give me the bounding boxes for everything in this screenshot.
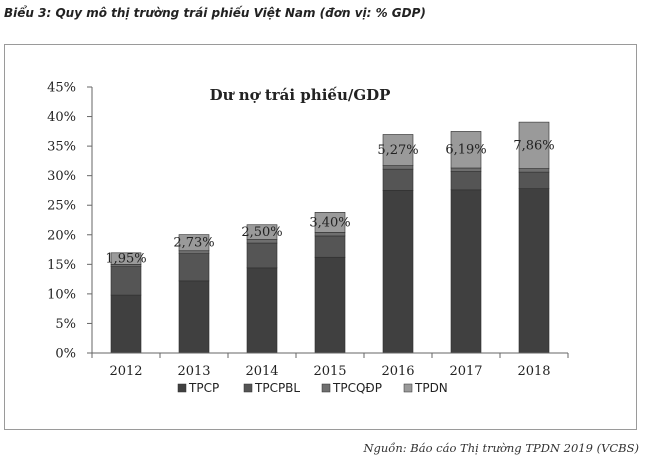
bar-segment-tpcp-2013 bbox=[178, 280, 210, 354]
legend-label: TPCP bbox=[188, 381, 219, 395]
legend-label: TPDN bbox=[414, 381, 448, 395]
data-label: 3,40% bbox=[309, 215, 350, 230]
bar-segment-tpdn-2017 bbox=[450, 131, 482, 169]
y-tick-label: 0% bbox=[55, 347, 76, 362]
bar-segment-tpcqđp-2015 bbox=[314, 232, 346, 237]
bar-segment-tpdn-2018 bbox=[518, 121, 550, 169]
data-label: 2,50% bbox=[241, 225, 282, 240]
bar-segment-tpcqđp-2016 bbox=[382, 165, 414, 170]
y-tick-label: 35% bbox=[47, 140, 76, 155]
x-tick-label: 2016 bbox=[381, 364, 414, 379]
bar-segment-tpdn-2013 bbox=[178, 234, 210, 252]
bar-segment-tpcqđp-2013 bbox=[178, 250, 210, 254]
bar-segment-tpdn-2014 bbox=[246, 224, 278, 240]
bar-segment-tpcp-2018 bbox=[518, 188, 550, 354]
x-axis: 2012 2013 2014 2015 2016 2017 2018 bbox=[91, 352, 569, 379]
bar-segment-tpdn-2015 bbox=[314, 212, 346, 233]
x-tick-label: 2014 bbox=[245, 364, 278, 379]
legend-swatch-tpdn bbox=[403, 383, 413, 393]
x-tick-label: 2012 bbox=[109, 364, 142, 379]
bar-segment-tpcp-2017 bbox=[450, 189, 482, 354]
chart-title: Dư nợ trái phiếu/GDP bbox=[210, 86, 391, 104]
bar-segment-tpcpbl-2014 bbox=[246, 242, 278, 269]
legend-swatch-tpcpbl bbox=[243, 383, 253, 393]
x-tick-label: 2013 bbox=[177, 364, 210, 379]
bar-segment-tpcpbl-2017 bbox=[450, 171, 482, 191]
y-tick-label: 10% bbox=[47, 287, 76, 302]
data-label: 6,19% bbox=[445, 143, 486, 158]
source-note: Nguồn: Báo cáo Thị trường TPDN 2019 (VCB… bbox=[363, 441, 639, 455]
x-tick-label: 2018 bbox=[517, 364, 550, 379]
x-tick-label: 2015 bbox=[313, 364, 346, 379]
bars bbox=[110, 121, 550, 354]
data-label: 7,86% bbox=[513, 138, 554, 153]
legend-label: TPCQĐP bbox=[332, 381, 382, 395]
data-label: 2,73% bbox=[173, 236, 214, 251]
bar-segment-tpcp-2014 bbox=[246, 267, 278, 354]
bar-segment-tpdn-2012 bbox=[110, 252, 142, 265]
legend-label: TPCPBL bbox=[254, 381, 300, 395]
legend: TPCP TPCPBL TPCQĐP TPDN bbox=[177, 381, 448, 395]
bar-segment-tpcpbl-2012 bbox=[110, 266, 142, 296]
bar-segment-tpcp-2015 bbox=[314, 256, 346, 354]
bar-segment-tpcpbl-2015 bbox=[314, 235, 346, 258]
y-tick-label: 40% bbox=[47, 110, 76, 125]
y-tick-label: 30% bbox=[47, 169, 76, 184]
data-label: 5,27% bbox=[377, 143, 418, 158]
legend-swatch-tpcp bbox=[177, 383, 187, 393]
bar-segment-tpcqđp-2017 bbox=[450, 167, 482, 172]
bar-segment-tpcqđp-2018 bbox=[518, 168, 550, 173]
data-labels: 1,95% 2,73% 2,50% 3,40% 5,27% 6,19% 7,86% bbox=[105, 138, 554, 266]
bar-segment-tpcp-2016 bbox=[382, 190, 414, 354]
y-tick-label: 45% bbox=[47, 81, 76, 96]
figure-caption: Biểu 3: Quy mô thị trường trái phiếu Việ… bbox=[4, 6, 426, 20]
data-label: 1,95% bbox=[105, 252, 146, 267]
bar-segment-tpcpbl-2018 bbox=[518, 171, 550, 189]
bar-segment-tpcp-2012 bbox=[110, 294, 142, 354]
bar-segment-tpcpbl-2016 bbox=[382, 168, 414, 191]
y-tick-label: 5% bbox=[55, 317, 76, 332]
y-tick-label: 25% bbox=[47, 199, 76, 214]
legend-swatch-tpcqđp bbox=[321, 383, 331, 393]
y-axis: 0% 5% 10% 15% 20% 25% 30% 35% 40% 45% bbox=[47, 81, 93, 362]
y-tick-label: 15% bbox=[47, 258, 76, 273]
bar-segment-tpdn-2016 bbox=[382, 134, 414, 166]
bar-segment-tpcpbl-2013 bbox=[178, 253, 210, 282]
x-tick-label: 2017 bbox=[449, 364, 482, 379]
y-tick-label: 20% bbox=[47, 228, 76, 243]
